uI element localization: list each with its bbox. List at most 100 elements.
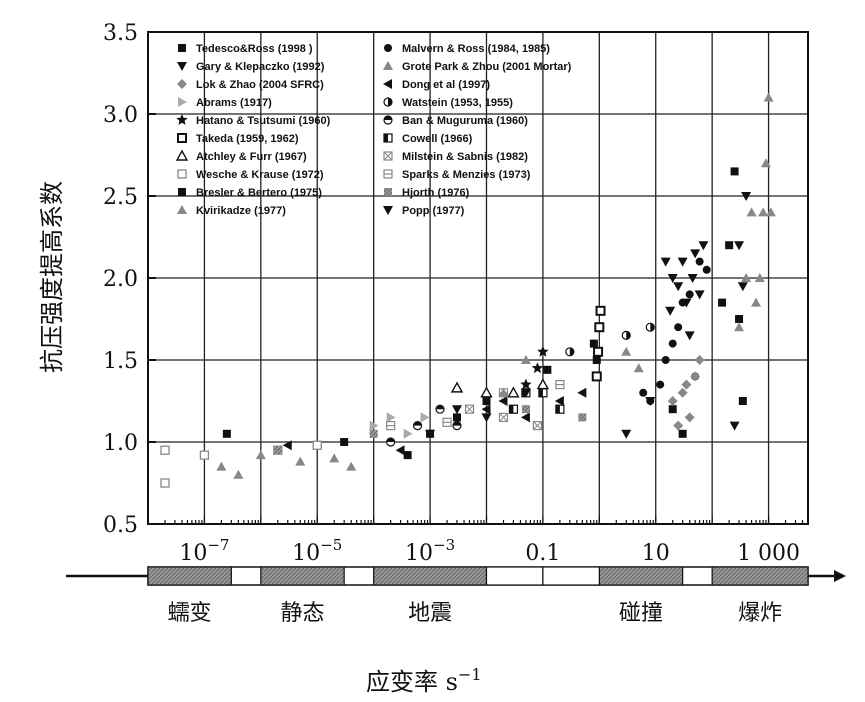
legend-label: Cowell (1966) — [402, 133, 473, 145]
data-point — [621, 330, 631, 340]
data-point — [521, 405, 530, 414]
data-point — [369, 429, 378, 438]
data-point — [690, 371, 701, 382]
data-point — [537, 345, 549, 357]
band-segment — [711, 566, 809, 586]
data-point — [481, 404, 491, 415]
grid — [148, 32, 808, 524]
data-point — [763, 92, 774, 102]
x-axis-title-text: 应变率 s — [366, 668, 458, 696]
data-point — [594, 322, 605, 333]
data-point — [639, 388, 648, 397]
legend-item: Grote Park & Zhou (2001 Mortar) — [383, 61, 572, 73]
data-point — [273, 446, 282, 455]
data-point — [555, 380, 565, 390]
data-point — [621, 346, 632, 356]
legend-item: Atchley & Furr (1967) — [175, 149, 307, 163]
band-segment — [260, 566, 345, 586]
data-point — [222, 429, 231, 438]
data-point — [464, 404, 475, 414]
data-point — [593, 346, 604, 357]
legend-item: Cowell (1966) — [383, 133, 473, 145]
axis-ticks: 0.5 1.0 1.5 2.0 2.5 3.0 3.5 10−7 10−5 10−3 0.1 10 1 … — [103, 21, 809, 566]
legend-label: Lok & Zhao (2004 SFRC) — [196, 79, 324, 91]
y-tick-label: 3.5 — [103, 21, 138, 46]
data-point — [645, 397, 656, 406]
data-point — [668, 405, 677, 414]
legend-label: Wesche & Krause (1972) — [196, 169, 324, 181]
data-point — [665, 306, 676, 316]
data-point — [621, 429, 632, 439]
data-point — [386, 437, 396, 447]
data-point — [685, 290, 694, 299]
data-point — [216, 461, 227, 471]
data-point — [520, 388, 531, 398]
data-point — [255, 450, 266, 460]
legend-label: Abrams (1917) — [196, 97, 272, 109]
data-point — [667, 396, 678, 406]
y-tick-label: 1.5 — [103, 349, 138, 374]
legend-label: Gary & Klepaczko (1992) — [196, 61, 325, 73]
data-point — [498, 387, 509, 397]
data-point — [508, 404, 519, 414]
legend-item: Bresler & Bertero (1975) — [178, 187, 322, 199]
legend: Tedesco&Ross (1998 ) Gary & Klepaczko (19… — [175, 43, 572, 217]
data-point — [507, 386, 520, 398]
data-point — [233, 469, 244, 479]
data-point — [673, 420, 684, 431]
legend-item: Wesche & Krause (1972) — [177, 169, 324, 181]
legend-label: Takeda (1959, 1962) — [196, 133, 299, 145]
data-point — [538, 388, 548, 398]
y-tick-label: 2.0 — [103, 267, 138, 292]
regime-label: 静态 — [280, 601, 324, 626]
data-point — [520, 412, 530, 423]
legend-item: Gary & Klepaczko (1992) — [177, 61, 325, 73]
data-point — [754, 273, 765, 282]
data-point — [578, 413, 587, 422]
x-axis-title-exponent: −1 — [458, 665, 482, 684]
data-point — [681, 298, 692, 308]
data-point — [555, 404, 565, 414]
data-point — [660, 257, 671, 267]
legend-label: Tedesco&Ross (1998 ) — [196, 43, 313, 55]
legend-item: Hjorth (1976) — [384, 187, 470, 199]
data-point — [760, 158, 771, 168]
data-point — [451, 405, 462, 415]
data-point — [738, 397, 747, 405]
data-point — [403, 451, 412, 460]
data-point — [482, 397, 491, 405]
data-point — [684, 412, 695, 423]
data-point — [480, 386, 493, 398]
data-point — [160, 445, 170, 455]
legend-label: Sparks & Menzies (1973) — [402, 169, 531, 181]
data-point — [718, 298, 727, 307]
data-point — [442, 417, 452, 427]
data-point — [667, 274, 678, 283]
data-point — [452, 421, 462, 431]
data-point — [386, 421, 396, 431]
data-point — [565, 347, 575, 357]
data-point — [536, 378, 550, 390]
data-point — [199, 450, 210, 460]
legend-label: Popp (1977) — [402, 205, 465, 217]
legend-item: Milstein & Sabnis (1982) — [383, 151, 528, 163]
legend-label: Hjorth (1976) — [402, 187, 470, 199]
legend-label: Dong et al (1997) — [402, 79, 490, 91]
legend-item: Malvern & Ross (1984, 1985) — [384, 43, 550, 55]
data-point — [498, 396, 508, 406]
legend-label: Kvirikadze (1977) — [196, 205, 286, 217]
data-point — [702, 265, 711, 274]
legend-label: Bresler & Bertero (1975) — [196, 187, 322, 199]
data-point — [681, 379, 692, 390]
data-point — [450, 381, 464, 393]
data-point — [412, 421, 423, 431]
legend-label: Hatano & Tsutsumi (1960) — [196, 115, 331, 127]
x-tick-label: 10−3 — [405, 536, 455, 566]
legend-item: Kvirikadze (1977) — [177, 205, 286, 217]
legend-label: Atchley & Furr (1967) — [196, 151, 307, 163]
data-point — [690, 249, 701, 259]
x-tick-label: 10 — [642, 541, 670, 566]
regime-label: 蠕变 — [168, 601, 212, 626]
data-point — [595, 305, 606, 316]
